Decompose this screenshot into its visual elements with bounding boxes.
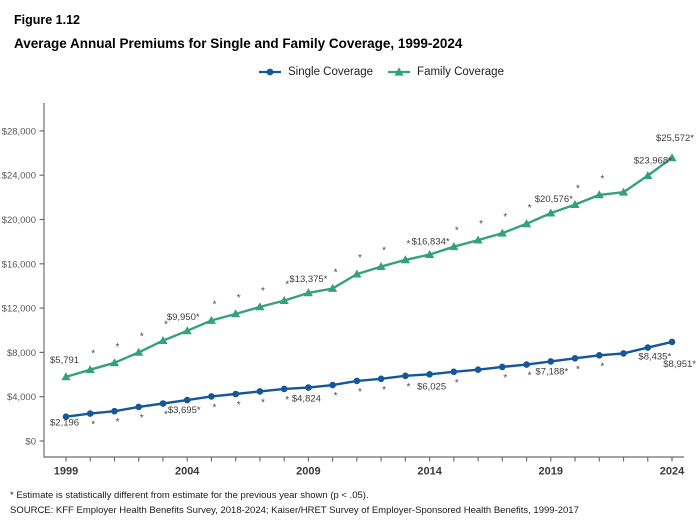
svg-text:*: * [116,417,120,428]
svg-text:*: * [140,413,144,424]
svg-text:$4,824: $4,824 [292,394,321,405]
svg-text:*: * [503,212,507,223]
svg-text:$25,572*: $25,572* [656,133,694,144]
svg-text:*: * [164,320,168,331]
svg-text:*: * [237,293,241,304]
svg-text:$16,000: $16,000 [2,259,36,270]
svg-text:$4,000: $4,000 [7,392,36,403]
svg-text:$0: $0 [25,437,36,448]
chart-footnotes: * Estimate is statistically different fr… [10,488,579,518]
svg-text:$20,000: $20,000 [2,215,36,226]
svg-text:*: * [140,331,144,342]
svg-text:*: * [212,402,216,413]
significance-note: * Estimate is statistically different fr… [10,490,369,501]
svg-text:*: * [91,420,95,431]
svg-text:*: * [600,174,604,185]
svg-text:*: * [237,400,241,411]
svg-text:*: * [164,410,168,421]
svg-text:*: * [382,385,386,396]
svg-text:2009: 2009 [296,466,320,478]
svg-text:$16,834*: $16,834* [412,237,450,248]
svg-text:*: * [479,219,483,230]
svg-text:*: * [261,397,265,408]
svg-text:2004: 2004 [175,466,200,478]
legend-label-single: Single Coverage [288,66,374,78]
svg-text:$5,791: $5,791 [50,355,79,366]
svg-text:*: * [600,361,604,372]
svg-text:*: * [455,378,459,389]
svg-text:*: * [285,280,289,291]
svg-text:$8,951*: $8,951* [663,359,696,370]
svg-text:*: * [334,391,338,402]
svg-text:$24,000: $24,000 [2,171,36,182]
svg-text:*: * [358,253,362,264]
svg-text:1999: 1999 [54,466,78,478]
svg-text:$8,435*: $8,435* [638,352,671,363]
svg-text:*: * [528,371,532,382]
svg-text:2019: 2019 [539,466,563,478]
svg-text:$2,196: $2,196 [50,418,79,429]
svg-text:$7,188*: $7,188* [535,366,568,377]
chart-legend: Single Coverage Family Coverage [0,66,698,78]
svg-text:*: * [528,203,532,214]
svg-text:*: * [576,184,580,195]
svg-text:2024: 2024 [660,466,685,478]
svg-text:*: * [334,268,338,279]
svg-text:$28,000: $28,000 [2,126,36,137]
single-coverage-marker-icon [259,68,282,76]
legend-item-single: Single Coverage [258,66,373,78]
svg-text:2014: 2014 [417,466,442,478]
legend-label-family: Family Coverage [417,66,504,78]
source-note: SOURCE: KFF Employer Health Benefits Sur… [10,505,579,516]
legend-item-family: Family Coverage [387,66,504,78]
family-coverage-marker-icon [388,67,411,76]
svg-text:*: * [212,300,216,311]
svg-text:*: * [406,382,410,393]
svg-text:$20,576*: $20,576* [535,194,573,205]
svg-text:*: * [382,246,386,257]
svg-text:$6,025: $6,025 [417,381,446,392]
svg-text:$9,950*: $9,950* [167,312,200,323]
svg-text:$3,695*: $3,695* [168,405,201,416]
svg-text:*: * [261,286,265,297]
svg-text:*: * [285,395,289,406]
premium-line-chart: $0 $4,000 $8,000 $12,000 $16,000 $20,000 $24,0… [2,103,696,478]
svg-text:$12,000: $12,000 [2,304,36,315]
figure-number: Figure 1.12 [14,13,80,27]
svg-text:$23,968*: $23,968* [634,156,672,167]
svg-text:*: * [455,226,459,237]
svg-text:*: * [358,387,362,398]
svg-text:$8,000: $8,000 [7,348,36,359]
svg-text:*: * [576,364,580,375]
svg-text:*: * [116,342,120,353]
svg-text:*: * [503,373,507,384]
page-title: Average Annual Premiums for Single and F… [14,36,463,51]
svg-text:$13,375*: $13,375* [289,274,327,285]
svg-text:*: * [91,349,95,360]
svg-text:*: * [406,239,410,250]
chart-header: Figure 1.12 Average Annual Premiums for … [14,13,462,51]
